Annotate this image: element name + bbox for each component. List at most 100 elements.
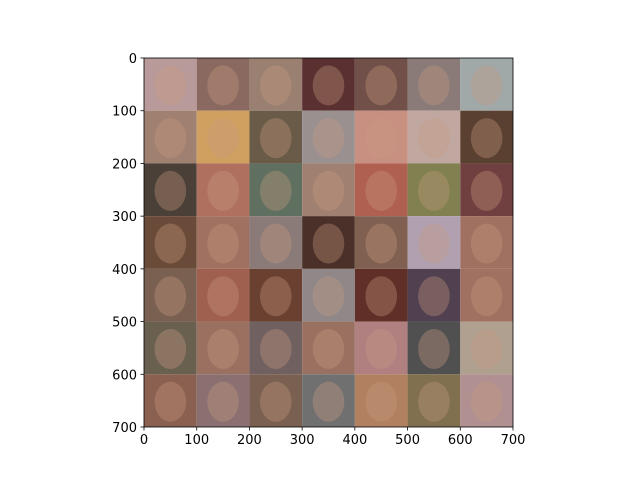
- face-tile: [196, 110, 250, 164]
- face-shape: [365, 276, 398, 317]
- face-tile: [196, 163, 250, 217]
- x-tick-label: 0: [140, 433, 148, 448]
- face-shape: [312, 223, 345, 264]
- y-tick-label: 400: [112, 263, 137, 278]
- face-shape: [470, 223, 503, 264]
- face-tile: [196, 268, 250, 322]
- face-tile: [196, 374, 250, 427]
- face-tile: [354, 321, 408, 375]
- face-shape: [418, 170, 450, 211]
- face-tile: [249, 163, 303, 217]
- face-tile: [144, 321, 197, 375]
- face-tile: [144, 163, 197, 217]
- x-tick-label: 300: [290, 433, 315, 448]
- y-tick-label: 0: [129, 52, 137, 67]
- y-tick-label: 700: [112, 421, 137, 436]
- face-shape: [418, 381, 450, 422]
- face-tile: [144, 58, 197, 111]
- face-shape: [207, 170, 239, 211]
- face-shape: [470, 65, 503, 106]
- face-shape: [418, 276, 450, 317]
- y-tick-label: 100: [112, 105, 137, 120]
- face-shape: [312, 328, 345, 370]
- axes-frame: [143, 57, 514, 428]
- face-tile: [302, 58, 355, 111]
- face-shape: [470, 118, 503, 159]
- face-shape: [365, 223, 398, 264]
- face-tile: [354, 110, 408, 164]
- face-tile: [249, 216, 303, 269]
- face-tile: [354, 216, 408, 269]
- face-tile: [196, 58, 250, 111]
- y-tick-label: 300: [112, 210, 137, 225]
- face-shape: [207, 328, 239, 370]
- face-shape: [259, 276, 292, 317]
- face-tile: [302, 374, 355, 427]
- x-tick-label: 700: [501, 433, 526, 448]
- x-tick-label: 600: [448, 433, 473, 448]
- face-shape: [365, 381, 398, 422]
- face-tile: [196, 216, 250, 269]
- face-shape: [154, 381, 187, 422]
- face-shape: [207, 65, 239, 106]
- face-tile: [460, 268, 513, 322]
- face-shape: [470, 381, 503, 422]
- face-shape: [418, 328, 450, 370]
- face-tile: [460, 374, 513, 427]
- axes: 0 100 200 300 400 500 600 700010020030040050060…: [112, 52, 525, 448]
- image-grid: [144, 58, 513, 427]
- face-shape: [365, 65, 398, 106]
- x-tick-label: 500: [395, 433, 420, 448]
- face-tile: [407, 163, 461, 217]
- face-shape: [259, 328, 292, 370]
- face-tile: [354, 268, 408, 322]
- face-tile: [460, 110, 513, 164]
- face-shape: [259, 223, 292, 264]
- face-tile: [249, 268, 303, 322]
- face-tile: [354, 163, 408, 217]
- face-shape: [418, 118, 450, 159]
- face-tile: [407, 58, 461, 111]
- face-tile: [249, 110, 303, 164]
- y-tick-label: 600: [112, 368, 137, 383]
- face-shape: [259, 118, 292, 159]
- face-tile: [144, 374, 197, 427]
- x-tick-label: 200: [237, 433, 262, 448]
- face-tile: [407, 268, 461, 322]
- face-shape: [312, 170, 345, 211]
- face-tile: [302, 110, 355, 164]
- face-shape: [470, 276, 503, 317]
- face-shape: [207, 381, 239, 422]
- face-tile: [249, 374, 303, 427]
- face-tile: [460, 216, 513, 269]
- face-tile: [354, 58, 408, 111]
- face-shape: [259, 170, 292, 211]
- face-tile: [354, 374, 408, 427]
- face-tile: [407, 216, 461, 269]
- face-tile: [302, 216, 355, 269]
- face-tile: [144, 268, 197, 322]
- face-shape: [312, 118, 345, 159]
- face-shape: [207, 276, 239, 317]
- face-tile: [302, 321, 355, 375]
- face-tile: [144, 110, 197, 164]
- face-shape: [312, 276, 345, 317]
- face-shape: [207, 118, 239, 159]
- y-tick-label: 500: [112, 316, 137, 331]
- face-shape: [154, 223, 187, 264]
- face-tile: [302, 163, 355, 217]
- face-tile: [460, 321, 513, 375]
- face-shape: [365, 328, 398, 370]
- face-tile: [249, 58, 303, 111]
- face-tile: [407, 110, 461, 164]
- face-shape: [470, 170, 503, 211]
- face-shape: [365, 170, 398, 211]
- face-shape: [154, 276, 187, 317]
- face-shape: [154, 118, 187, 159]
- face-shape: [259, 65, 292, 106]
- face-tile: [460, 163, 513, 217]
- face-shape: [154, 170, 187, 211]
- face-shape: [154, 65, 187, 106]
- face-tile: [196, 321, 250, 375]
- face-shape: [207, 223, 239, 264]
